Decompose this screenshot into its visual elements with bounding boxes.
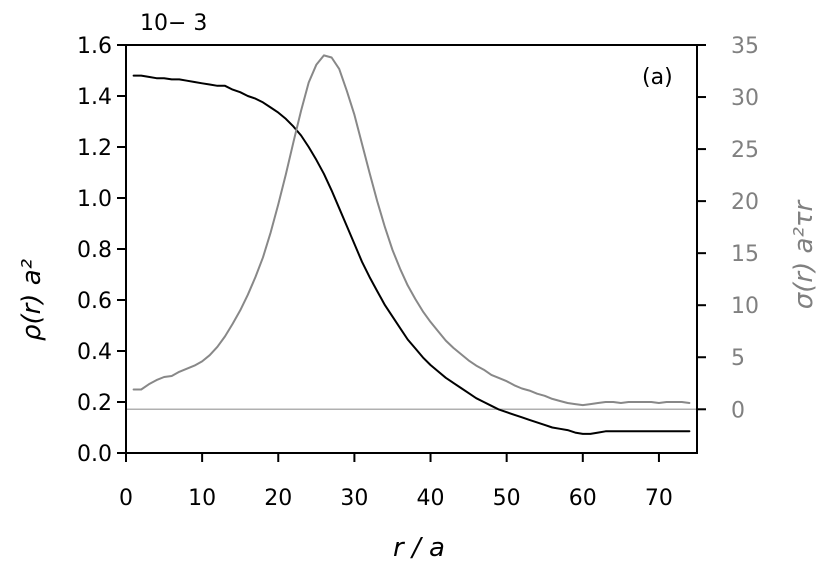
y-right-tick-label: 25	[731, 138, 759, 163]
panel-label: (a)	[642, 65, 673, 90]
y-right-tick-label: 15	[731, 242, 759, 267]
plot-frame	[125, 44, 698, 454]
y-right-tick-label: 10	[731, 294, 759, 319]
series-layer	[132, 54, 691, 435]
y-left-tick-label: 1.4	[77, 85, 112, 110]
ticks-layer: 0 10 20 30 40 50 60 700.00.20.40.60.81.01.21.41…	[77, 34, 759, 511]
y-left-tick-label: 1.6	[77, 34, 112, 59]
left-axis-title: ρ(r) a²	[17, 259, 47, 341]
x-tick-label: 20	[264, 486, 292, 511]
multiplier-label: 10− 3	[140, 11, 207, 36]
y-right-tick-label: 30	[731, 86, 759, 111]
y-right-tick-label: 20	[731, 190, 759, 215]
x-tick-label: 60	[569, 486, 597, 511]
y-left-tick-label: 0.8	[77, 238, 112, 263]
x-tick-label: 50	[493, 486, 521, 511]
x-tick-label: 30	[340, 486, 368, 511]
y-right-tick-label: 5	[731, 346, 745, 371]
x-tick-label: 0	[119, 486, 133, 511]
y-right-tick-label: 0	[731, 398, 745, 423]
y-left-tick-label: 0.2	[77, 391, 112, 416]
y-left-tick-label: 1.2	[77, 136, 112, 161]
x-tick-label: 70	[645, 486, 673, 511]
x-tick-label: 40	[417, 486, 445, 511]
x-axis-title: r / a	[393, 533, 445, 563]
rho-series-line	[132, 74, 691, 435]
y-right-tick-label: 35	[731, 34, 759, 59]
axes-layer	[125, 44, 698, 454]
sigma-series-line	[132, 54, 691, 407]
y-left-tick-label: 0.0	[77, 442, 112, 467]
y-left-tick-label: 0.6	[77, 289, 112, 314]
x-tick-label: 10	[188, 486, 216, 511]
y-left-tick-label: 0.4	[77, 340, 112, 365]
y-left-tick-label: 1.0	[77, 187, 112, 212]
right-axis-title: σ(r) a²τr	[789, 198, 819, 309]
